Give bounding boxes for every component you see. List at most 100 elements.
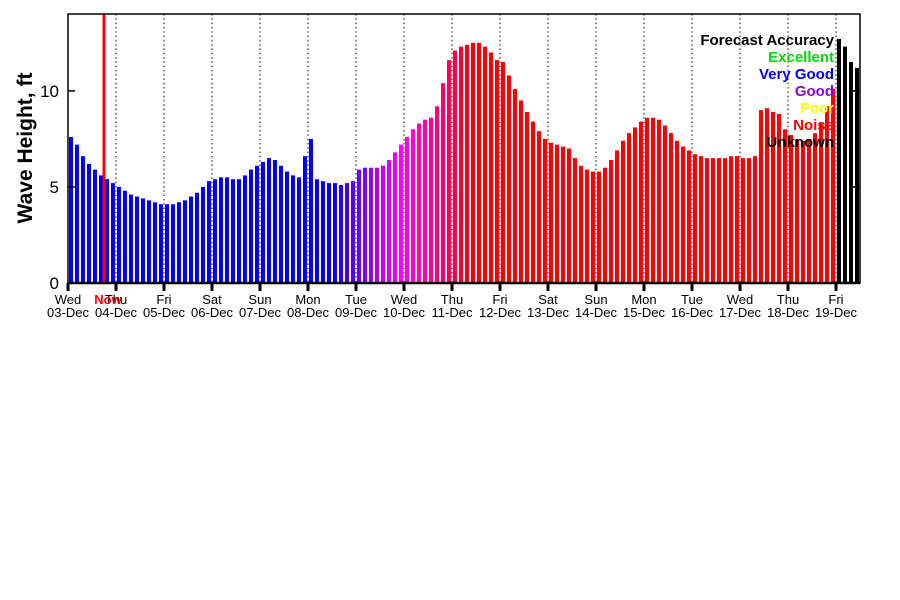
wave-height-bar	[591, 171, 595, 283]
x-tick-mark	[162, 283, 166, 291]
wave-height-bar	[627, 133, 631, 283]
wave-height-bar	[411, 129, 415, 283]
x-tick-mark	[834, 283, 838, 291]
wave-height-bar	[597, 171, 601, 283]
wave-height-bar	[777, 113, 781, 284]
wave-height-bar	[555, 144, 559, 283]
wave-height-bar	[771, 111, 775, 283]
wave-height-bar	[69, 136, 73, 283]
x-tick-date: 06-Dec	[191, 305, 233, 320]
wave-height-bar	[291, 175, 295, 283]
wave-height-bar	[369, 167, 373, 283]
wave-height-bar	[357, 169, 361, 283]
wave-height-bar	[765, 108, 769, 284]
wave-height-bar	[117, 186, 121, 283]
wave-height-bar	[789, 135, 793, 283]
legend-item-good: Good	[794, 83, 834, 100]
wave-height-bar	[507, 75, 511, 283]
legend-item-excellent: Excellent	[768, 49, 834, 66]
wave-height-bar	[699, 156, 703, 283]
legend-title: Forecast Accuracy	[700, 32, 834, 49]
wave-height-bar	[363, 167, 367, 283]
wave-height-bar	[81, 156, 85, 283]
wave-height-bar	[243, 175, 247, 283]
wave-height-bar	[579, 165, 583, 283]
x-tick-day: Mon	[631, 292, 656, 307]
wave-height-bar	[675, 140, 679, 283]
wave-height-bar	[267, 158, 271, 283]
legend-item-very-good: Very Good	[758, 66, 834, 83]
wave-height-bar	[735, 156, 739, 283]
wave-height-bar	[705, 158, 709, 283]
wave-height-bar	[543, 138, 547, 283]
wave-height-bar	[831, 88, 835, 283]
wave-height-bar	[297, 177, 301, 283]
wave-height-bar	[147, 200, 151, 283]
wave-height-bar	[177, 202, 181, 283]
wave-height-bar	[453, 50, 457, 283]
x-tick-day: Wed	[391, 292, 418, 307]
wave-height-bar	[711, 158, 715, 283]
wave-height-bar	[261, 161, 265, 283]
x-tick-mark	[738, 283, 742, 291]
wave-height-bar	[525, 111, 529, 283]
wave-height-bar	[837, 38, 841, 283]
wave-height-bar	[225, 177, 229, 283]
wave-height-bar	[717, 158, 721, 283]
x-tick-date: 10-Dec	[383, 305, 425, 320]
wave-height-bar	[483, 46, 487, 283]
x-tick-date: 09-Dec	[335, 305, 377, 320]
wave-height-bar	[573, 158, 577, 283]
wave-height-bar	[237, 179, 241, 283]
x-tick-day: Fri	[828, 292, 843, 307]
wave-height-bar	[435, 106, 439, 283]
wave-height-bar	[687, 150, 691, 283]
x-tick-day: Wed	[727, 292, 754, 307]
wave-height-bar	[273, 160, 277, 283]
x-tick-date: 14-Dec	[575, 305, 617, 320]
wave-height-bar	[339, 185, 343, 283]
wave-height-bar	[387, 160, 391, 283]
wave-height-bar	[399, 144, 403, 283]
wave-height-bar	[615, 150, 619, 283]
wave-height-bar	[651, 117, 655, 283]
wave-height-bar	[441, 83, 445, 284]
x-tick-mark	[786, 283, 790, 291]
y-axis-label: Wave Height, ft	[14, 72, 37, 224]
x-tick-date: 16-Dec	[671, 305, 713, 320]
x-tick-day: Thu	[777, 292, 799, 307]
x-tick-mark	[498, 283, 502, 291]
x-tick-date: 05-Dec	[143, 305, 185, 320]
wave-height-bar	[759, 110, 763, 283]
wave-height-bar	[255, 165, 259, 283]
wave-height-bar	[201, 186, 205, 283]
wave-height-bar	[663, 125, 667, 283]
wave-height-bar	[477, 42, 481, 284]
y-tick-label: 5	[50, 178, 59, 197]
wave-height-bar	[183, 200, 187, 283]
x-tick-mark	[546, 283, 550, 291]
wave-height-bar	[165, 204, 169, 283]
wave-height-bar	[459, 46, 463, 283]
wave-height-bar	[513, 88, 517, 283]
wave-height-bar	[501, 62, 505, 284]
wave-height-bar	[681, 146, 685, 283]
x-tick-mark	[66, 283, 70, 291]
wave-height-bar	[153, 202, 157, 283]
wave-height-bar	[321, 181, 325, 283]
x-tick-date: 15-Dec	[623, 305, 665, 320]
wave-height-bar	[801, 140, 805, 283]
x-tick-date: 03-Dec	[47, 305, 89, 320]
wave-height-bar	[75, 144, 79, 283]
x-tick-mark	[690, 283, 694, 291]
x-tick-date: 07-Dec	[239, 305, 281, 320]
wave-height-bar	[123, 190, 127, 283]
wave-height-bar	[693, 154, 697, 283]
x-tick-date: 04-Dec	[95, 305, 137, 320]
x-tick-day: Sat	[202, 292, 222, 307]
wave-height-bar	[393, 152, 397, 283]
wave-height-bar	[741, 158, 745, 283]
wave-height-bar	[669, 133, 673, 283]
x-tick-day: Sat	[538, 292, 558, 307]
